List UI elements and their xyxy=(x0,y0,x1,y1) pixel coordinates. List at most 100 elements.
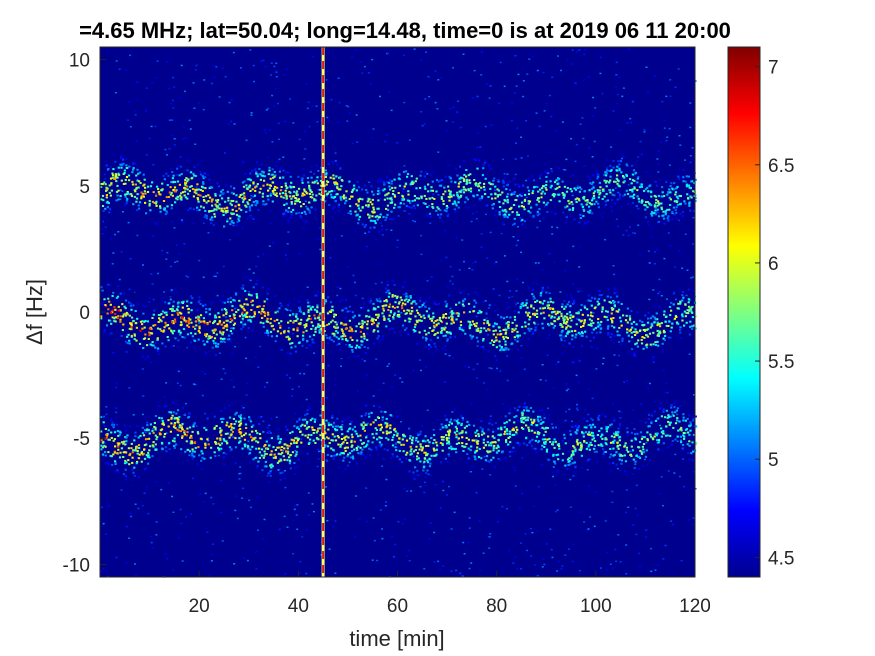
band-cell xyxy=(215,199,218,202)
band-cell xyxy=(270,173,273,176)
noise-speck xyxy=(486,389,489,391)
noise-speck xyxy=(625,544,628,546)
band-cell xyxy=(142,173,145,176)
band-cell xyxy=(247,319,250,322)
noise-speck xyxy=(574,160,577,163)
band-cell xyxy=(649,317,652,320)
band-cell xyxy=(631,173,634,176)
band-cell xyxy=(219,330,222,333)
band-cell xyxy=(339,167,342,170)
noise-speck xyxy=(445,256,448,259)
band-cell xyxy=(288,314,292,317)
band-cell xyxy=(455,204,458,207)
noise-speck xyxy=(365,405,368,407)
band-cell xyxy=(253,315,256,318)
band-cell xyxy=(673,182,676,185)
band-cell xyxy=(111,176,114,179)
noise-speck xyxy=(590,328,593,331)
band-cell xyxy=(478,189,481,192)
band-cell xyxy=(149,209,152,212)
band-cell xyxy=(219,337,222,340)
noise-speck xyxy=(538,220,541,222)
band-cell xyxy=(634,328,637,331)
band-cell xyxy=(375,313,378,316)
band-cell xyxy=(523,220,526,223)
band-cell xyxy=(511,321,514,324)
band-cell xyxy=(395,297,398,299)
noise-speck xyxy=(255,568,258,570)
band-cell xyxy=(628,329,631,332)
band-cell xyxy=(143,337,147,340)
noise-speck xyxy=(647,221,650,223)
band-cell xyxy=(425,310,428,313)
noise-speck xyxy=(355,114,358,116)
noise-speck xyxy=(211,553,214,556)
noise-speck xyxy=(136,81,139,83)
band-cell xyxy=(529,211,532,214)
band-cell xyxy=(177,305,180,308)
band-cell xyxy=(558,185,561,188)
noise-speck xyxy=(358,518,361,520)
band-cell xyxy=(658,203,661,206)
band-cell xyxy=(219,331,222,334)
noise-speck xyxy=(587,76,590,78)
band-cell xyxy=(637,215,640,218)
band-cell xyxy=(448,442,451,445)
band-cell xyxy=(126,191,129,193)
band-cell xyxy=(228,315,231,318)
band-cell xyxy=(383,188,386,191)
band-cell xyxy=(229,185,232,188)
band-cell xyxy=(145,305,148,308)
band-cell xyxy=(563,307,566,310)
band-cell xyxy=(647,190,650,193)
noise-speck xyxy=(658,291,661,293)
band-cell xyxy=(361,223,364,226)
noise-speck xyxy=(449,312,451,314)
band-cell xyxy=(135,197,139,200)
band-cell xyxy=(656,208,659,211)
noise-speck xyxy=(508,296,511,299)
band-cell xyxy=(670,309,673,312)
band-cell xyxy=(563,185,566,188)
band-cell xyxy=(503,368,506,371)
noise-speck xyxy=(606,568,609,571)
noise-speck xyxy=(448,455,451,457)
band-cell xyxy=(580,467,583,469)
band-cell xyxy=(508,213,511,216)
band-cell xyxy=(357,198,360,201)
noise-speck xyxy=(645,536,648,538)
band-cell xyxy=(643,189,646,192)
band-cell xyxy=(561,180,564,183)
noise-speck xyxy=(108,211,111,214)
band-cell xyxy=(432,312,435,315)
noise-speck xyxy=(239,472,242,475)
noise-speck xyxy=(673,472,676,474)
noise-speck xyxy=(562,336,565,338)
noise-speck xyxy=(397,215,400,217)
band-cell xyxy=(660,202,663,205)
band-cell xyxy=(189,207,192,210)
band-cell xyxy=(119,195,122,197)
noise-speck xyxy=(385,193,387,195)
band-cell xyxy=(613,202,616,205)
noise-speck xyxy=(475,491,478,494)
noise-speck xyxy=(663,119,666,122)
band-cell xyxy=(417,197,420,200)
band-cell xyxy=(512,192,515,195)
noise-speck xyxy=(217,454,220,457)
band-cell xyxy=(255,295,259,298)
band-cell xyxy=(362,462,365,465)
band-cell xyxy=(377,335,380,338)
band-cell xyxy=(674,193,677,196)
noise-speck xyxy=(627,506,630,508)
band-cell xyxy=(566,332,569,335)
band-cell xyxy=(681,215,684,218)
band-cell xyxy=(487,196,490,198)
band-cell xyxy=(266,183,269,186)
band-cell xyxy=(611,199,614,201)
band-cell xyxy=(315,164,318,167)
band-cell xyxy=(100,317,103,320)
band-cell xyxy=(116,184,119,187)
noise-speck xyxy=(403,487,406,490)
noise-speck xyxy=(514,142,517,144)
